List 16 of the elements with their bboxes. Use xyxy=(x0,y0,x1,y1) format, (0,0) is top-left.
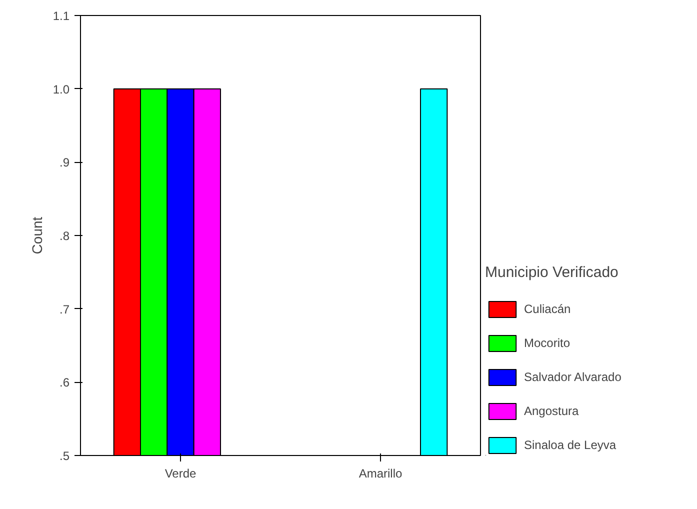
y-tick-label: .5 xyxy=(59,449,70,463)
y-tick-label: .9 xyxy=(59,156,70,170)
y-tick-label: 1.0 xyxy=(52,82,70,96)
y-tick-label: .8 xyxy=(59,229,70,243)
legend-label: Mocorito xyxy=(524,336,570,350)
y-tick-label: .7 xyxy=(59,302,70,316)
x-tick-label: Verde xyxy=(164,466,197,480)
y-axis-title: Count xyxy=(28,216,45,254)
legend-title: Municipio Verificado xyxy=(485,264,620,281)
y-tick-label: 1.1 xyxy=(52,9,70,23)
legend-label: Salvador Alvarado xyxy=(524,370,622,384)
x-tick-label: Amarillo xyxy=(358,466,402,480)
legend-label: Culiacán xyxy=(524,302,571,316)
y-tick-label: .6 xyxy=(59,376,70,390)
legend-label: Sinaloa de Leyva xyxy=(524,438,616,452)
legend-label: Angostura xyxy=(524,404,579,418)
